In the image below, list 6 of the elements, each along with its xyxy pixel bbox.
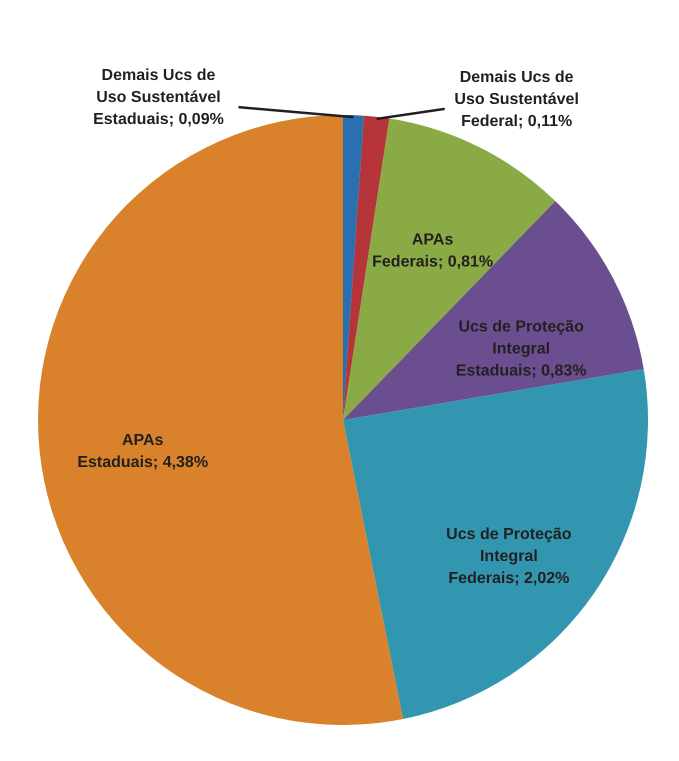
slice-label: APAs Federais; 0,81% [372, 232, 494, 271]
slice-label: APAs Estaduais; 4,38% [77, 432, 208, 471]
slice-label: Ucs de Proteção Integral Federais; 2,02% [446, 526, 572, 588]
slice-label: Demais Ucs de Uso Sustentável Estaduais; 0,09% [93, 67, 224, 128]
slice-label: Demais Ucs de Uso Sustentável Federal; 0,11% [454, 68, 579, 130]
slice-label: Ucs de Proteção Integral Estaduais; 0,83% [456, 318, 587, 380]
